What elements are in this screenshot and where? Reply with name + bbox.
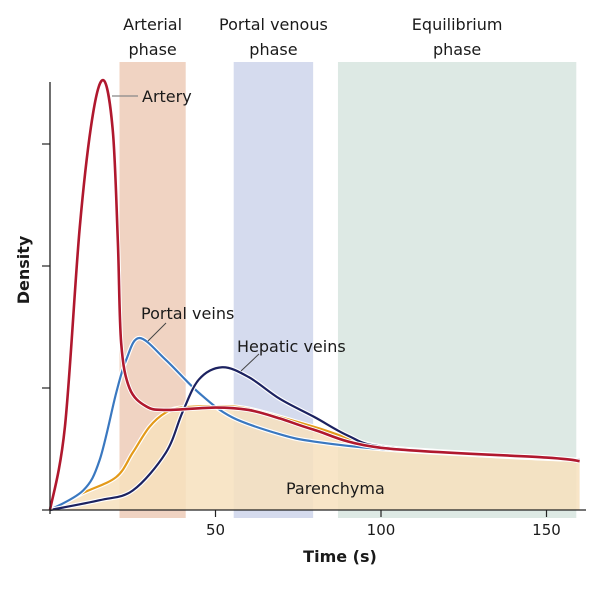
series-lines [47,77,580,513]
area-fills [50,406,580,510]
parenchyma-label: Parenchyma [286,479,385,498]
hepatic-veins-leader-line [240,353,260,372]
area-parenchyma [50,406,580,510]
phase-label-equilibrium-phase: phase [433,40,481,59]
axes: 50 100 150 [42,82,586,539]
portal-veins-label: Portal veins [141,304,234,323]
phase-label-arterial-phase: phase [128,40,176,59]
y-axis-label: Density [14,235,33,304]
hepatic-veins-label: Hepatic veins [237,337,346,356]
portal-veins-leader-line [147,322,167,342]
x-tick-label: 100 [367,521,396,539]
x-tick-label: 50 [206,521,225,539]
phase-label-portal-venous-phase: phase [249,40,297,59]
x-tick-label: 150 [532,521,561,539]
phase-label-portal-venous-phase: Portal venous [219,15,328,34]
annotations: Artery Portal veins Hepatic veins Parenc… [112,87,385,498]
artery-label: Artery [142,87,192,106]
phase-label-arterial-phase: Arterial [123,15,182,34]
phase-band-equilibrium-phase [337,62,577,518]
x-axis-label: Time (s) [303,547,377,566]
phase-labels: Arterial phase Portal venous phase Equilibri… [123,15,502,59]
phase-bands [119,62,577,518]
line-artery [48,78,580,511]
phase-label-equilibrium-phase: Equilibrium [412,15,503,34]
